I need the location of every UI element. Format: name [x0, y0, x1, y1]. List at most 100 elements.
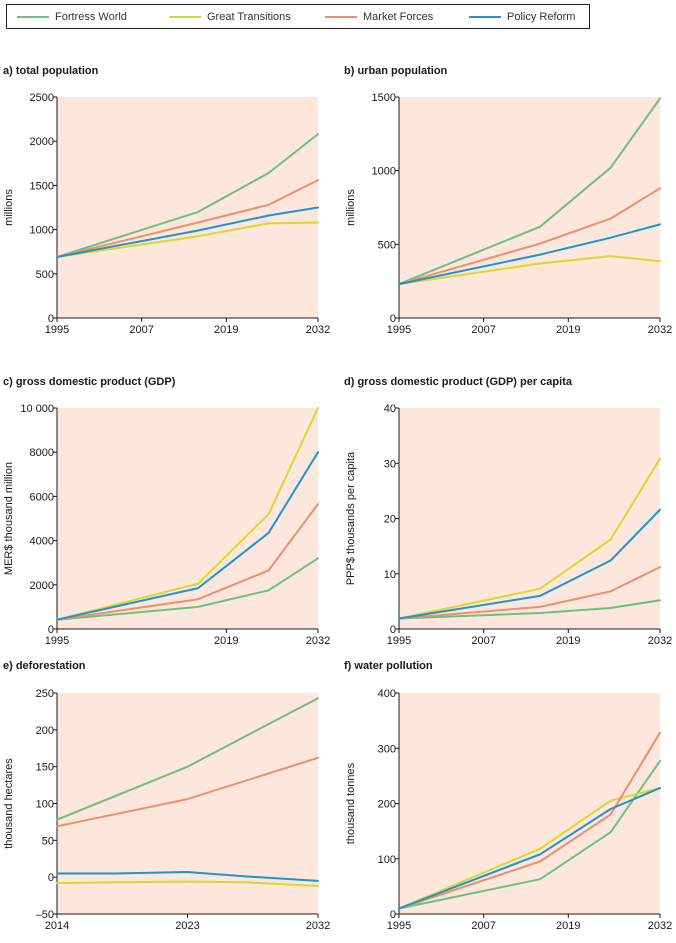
y-tick-label: 400 — [378, 688, 396, 700]
plot-area — [399, 97, 660, 318]
legend-swatch — [469, 15, 501, 18]
y-axis-label: millions — [345, 189, 357, 226]
legend-label: Policy Reform — [507, 10, 576, 23]
x-tick-label: 2019 — [214, 324, 238, 336]
y-tick-label: 1000 — [372, 166, 396, 178]
chart-d-gross-domestic-product-gdp-per-capita: 0 10 20 30 40 1995 2007 2019 2032 PPP$ thousands … — [345, 403, 672, 647]
legend-item-great-transitions: Great Transitions — [169, 5, 291, 28]
x-tick-label: 1995 — [387, 635, 411, 647]
series-line-market-forces — [56, 756, 319, 828]
panel-title-gdp-per-capita: d) gross domestic product (GDP) per capi… — [344, 376, 572, 388]
panel-title-gdp: c) gross domestic product (GDP) — [3, 376, 176, 388]
y-tick-label: 1500 — [30, 180, 54, 192]
legend-label: Market Forces — [363, 10, 434, 23]
y-tick-label: 1500 — [372, 92, 396, 104]
x-tick-label: 2023 — [175, 920, 199, 932]
series-line-market-forces — [398, 566, 661, 620]
legend-item-fortress-world: Fortress World — [17, 5, 127, 28]
y-tick-label: 8000 — [30, 447, 54, 459]
y-tick-label: 0 — [48, 313, 54, 325]
y-tick-label: 2000 — [30, 136, 54, 148]
y-tick-label: 50 — [42, 835, 54, 847]
x-tick-label: 2019 — [556, 324, 580, 336]
series-line-great-transitions — [56, 221, 319, 258]
y-tick-label: 200 — [378, 799, 396, 811]
series-line-policy-reform — [398, 508, 661, 620]
series-line-fortress-world — [398, 97, 661, 286]
series-line-great-transitions — [398, 255, 661, 286]
series-line-market-forces — [56, 179, 319, 258]
y-tick-label: 150 — [36, 762, 54, 774]
x-tick-label: 2014 — [45, 920, 69, 932]
x-tick-label: 1995 — [45, 635, 69, 647]
series-line-great-transitions — [56, 407, 319, 621]
x-tick-label: 1995 — [45, 324, 69, 336]
chart-e-deforestation: –50 0 50 100 150 200 250 2014 2023 2032 thousand h… — [3, 688, 330, 932]
series-line-policy-reform — [56, 451, 319, 621]
y-tick-label: 200 — [36, 725, 54, 737]
y-tick-label: 0 — [48, 872, 54, 884]
series-line-market-forces — [398, 187, 661, 286]
y-axis-label: PPP$ thousands per capita — [345, 451, 357, 585]
y-tick-label: 500 — [36, 269, 54, 281]
y-tick-label: 40 — [384, 403, 396, 415]
plot-area — [57, 97, 318, 318]
legend-item-market-forces: Market Forces — [325, 5, 433, 28]
y-tick-label: 100 — [378, 854, 396, 866]
y-axis-label: thousand tonnes — [345, 762, 357, 844]
y-tick-label: 6000 — [30, 491, 54, 503]
y-tick-label: 0 — [390, 909, 396, 921]
y-tick-label: 4000 — [30, 536, 54, 548]
series-line-policy-reform — [56, 206, 319, 258]
y-axis-label: thousand hectares — [3, 758, 15, 849]
y-tick-label: 30 — [384, 458, 396, 470]
y-tick-label: 250 — [36, 688, 54, 700]
x-tick-label: 2007 — [471, 920, 495, 932]
legend-label: Fortress World — [55, 10, 127, 23]
x-tick-label: 1995 — [387, 324, 411, 336]
y-tick-label: 1000 — [30, 225, 54, 237]
plot-area — [399, 408, 660, 629]
y-tick-label: 0 — [48, 624, 54, 636]
chart-b-urban-population: 0 500 1000 1500 1995 2007 2019 2032 millions — [345, 92, 672, 336]
plot-area — [57, 693, 318, 914]
series-line-fortress-world — [56, 133, 319, 258]
y-tick-label: 2500 — [30, 92, 54, 104]
x-tick-label: 1995 — [387, 920, 411, 932]
y-tick-label: 20 — [384, 514, 396, 526]
legend: Fortress World Great Transitions Market … — [6, 4, 590, 29]
x-tick-label: 2032 — [648, 920, 672, 932]
panel-title-total-population: a) total population — [3, 65, 99, 77]
x-tick-label: 2007 — [471, 324, 495, 336]
series-line-fortress-world — [56, 557, 319, 621]
y-tick-label: 10 000 — [20, 403, 54, 415]
y-axis-label: MER$ thousand million — [3, 462, 15, 575]
chart-a-total-population: 0 500 1000 1500 2000 2500 1995 2007 2019 2032 mill… — [3, 92, 330, 336]
x-tick-label: 2032 — [306, 920, 330, 932]
y-tick-label: 500 — [378, 239, 396, 251]
panel-title-water-pollution: f) water pollution — [344, 660, 433, 672]
x-tick-label: 2032 — [306, 635, 330, 647]
x-tick-label: 2019 — [214, 635, 238, 647]
chart-f-water-pollution: 0 100 200 300 400 1995 2007 2019 2032 thousand to… — [345, 688, 672, 932]
legend-label: Great Transitions — [207, 10, 291, 23]
series-line-fortress-world — [398, 760, 661, 910]
series-line-policy-reform — [56, 871, 319, 882]
panel-title-deforestation: e) deforestation — [3, 660, 86, 672]
x-tick-label: 2007 — [471, 635, 495, 647]
x-tick-label: 2019 — [556, 635, 580, 647]
series-line-fortress-world — [56, 697, 319, 821]
x-tick-label: 2032 — [648, 324, 672, 336]
x-tick-label: 2019 — [556, 920, 580, 932]
y-tick-label: 100 — [36, 799, 54, 811]
y-tick-label: 0 — [390, 624, 396, 636]
legend-swatch — [325, 15, 357, 18]
y-tick-label: 0 — [390, 313, 396, 325]
series-line-market-forces — [56, 503, 319, 621]
series-line-great-transitions — [398, 457, 661, 620]
y-tick-label: 2000 — [30, 580, 54, 592]
x-tick-label: 2032 — [648, 635, 672, 647]
y-tick-label: –50 — [36, 909, 54, 921]
legend-swatch — [169, 15, 201, 18]
